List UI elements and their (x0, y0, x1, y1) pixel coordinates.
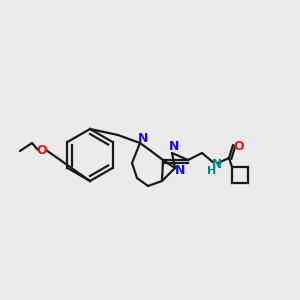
Text: N: N (175, 164, 185, 178)
Text: O: O (234, 140, 244, 152)
Text: N: N (212, 158, 222, 170)
Text: N: N (138, 131, 148, 145)
Text: N: N (169, 140, 179, 154)
Text: H: H (207, 166, 217, 176)
Text: O: O (37, 143, 47, 157)
